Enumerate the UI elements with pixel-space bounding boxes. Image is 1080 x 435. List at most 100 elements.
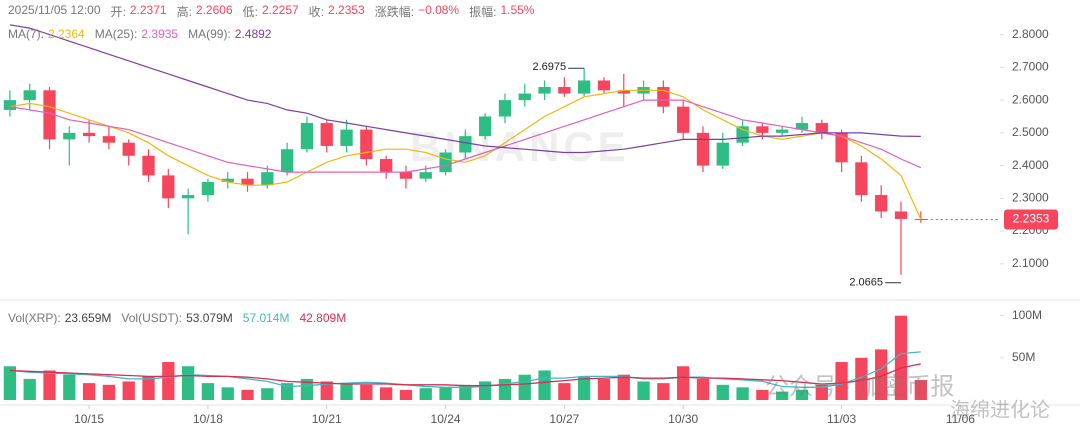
volume-value: 53.079M bbox=[186, 311, 233, 325]
volume-bar bbox=[82, 383, 96, 400]
y-tick-label: 2.5000 bbox=[1012, 125, 1049, 139]
candle-body bbox=[280, 149, 294, 173]
candle-body bbox=[261, 172, 274, 186]
volume-bar bbox=[102, 384, 116, 400]
legend-label: MA(25): bbox=[94, 27, 138, 41]
header-value: −0.08% bbox=[418, 3, 460, 17]
y-tick-label: 2.3000 bbox=[1012, 191, 1049, 205]
x-tick-label: 11/06 bbox=[946, 412, 975, 426]
legend-label: MA(99): bbox=[188, 27, 231, 41]
x-tick-label: 10/24 bbox=[431, 412, 461, 426]
volume-bar bbox=[201, 383, 215, 400]
header-label: 涨跌幅: bbox=[374, 5, 415, 19]
volume-bar bbox=[637, 381, 650, 400]
candle-body bbox=[221, 178, 234, 182]
volume-bar bbox=[617, 374, 630, 400]
candle-body bbox=[122, 142, 135, 156]
volume-bar bbox=[459, 384, 472, 400]
volume-bar bbox=[498, 378, 512, 400]
candle-body bbox=[201, 181, 215, 196]
ma-line bbox=[9, 89, 922, 220]
volume-bar bbox=[300, 378, 314, 400]
volume-bar bbox=[815, 384, 828, 400]
candle-body bbox=[578, 80, 591, 94]
volume-bar bbox=[360, 384, 373, 400]
volume-bar bbox=[3, 366, 17, 400]
candle-body bbox=[875, 195, 888, 212]
candle-body bbox=[657, 87, 670, 107]
header-label: 开: bbox=[110, 5, 126, 19]
candle-body bbox=[340, 129, 353, 146]
volume-ma-line bbox=[9, 351, 921, 388]
volume-bar bbox=[479, 381, 492, 400]
candle-body bbox=[459, 136, 472, 153]
x-tick-label: 11/03 bbox=[827, 412, 856, 426]
volume-bar bbox=[875, 349, 888, 400]
volume-bar bbox=[280, 383, 294, 400]
header-label: 高: bbox=[176, 5, 192, 19]
volume-bar bbox=[43, 370, 56, 400]
candle-body bbox=[716, 142, 729, 166]
y-tick-label: 2.4000 bbox=[1012, 158, 1049, 172]
candle-body bbox=[241, 178, 254, 186]
volume-bar bbox=[835, 362, 848, 400]
candle-body bbox=[399, 172, 413, 179]
volume-bar bbox=[320, 381, 333, 400]
candle-body bbox=[300, 123, 314, 150]
volume-label: Vol(XRP): bbox=[8, 311, 61, 325]
ma-header: MA(7): 2.2364 MA(25): 2.3935 MA(99): 2.4892 bbox=[8, 27, 277, 41]
last-price-tag bbox=[1004, 209, 1058, 230]
volume-header: Vol(XRP): 23.659M Vol(USDT): 53.079M 57.014M… bbox=[8, 311, 352, 325]
volume-bar bbox=[221, 387, 234, 400]
overlay-text: 海绵进化论 bbox=[950, 398, 1050, 421]
candle-body bbox=[558, 87, 571, 94]
x-tick-label: 10/15 bbox=[74, 412, 104, 426]
volume-ma-line bbox=[9, 363, 921, 387]
volume-value: 42.809M bbox=[299, 311, 347, 325]
header-label: 振幅: bbox=[469, 5, 497, 19]
candle-body bbox=[162, 175, 175, 199]
volume-bar bbox=[23, 378, 36, 400]
volume-label: Vol(USDT): bbox=[121, 311, 183, 325]
y-tick-label: 100M bbox=[1012, 308, 1042, 322]
y-tick-label: 2.7000 bbox=[1012, 60, 1049, 74]
volume-bar bbox=[597, 378, 611, 400]
volume-bar bbox=[162, 362, 175, 400]
volume-bar bbox=[736, 387, 749, 400]
low-annotation: 2.0665 bbox=[849, 277, 883, 289]
y-tick-label: 2.8000 bbox=[1012, 27, 1049, 41]
volume-bar bbox=[380, 387, 393, 400]
volume-bar bbox=[399, 389, 413, 400]
candle-body bbox=[82, 132, 96, 137]
header-value: 2.2257 bbox=[261, 3, 299, 17]
header-value: 2.2371 bbox=[129, 3, 167, 17]
candle-body bbox=[419, 172, 432, 179]
candle-body bbox=[181, 195, 195, 199]
candle-body bbox=[360, 129, 373, 160]
ohlc-header: 2025/11/05 12:00 开: 2.2371 高: 2.2606 低: 2.2257… bbox=[8, 3, 540, 20]
candle-body bbox=[479, 116, 492, 137]
legend-label: MA(7): bbox=[8, 27, 44, 41]
candle-body bbox=[380, 159, 393, 173]
volume-bar bbox=[696, 378, 710, 400]
datetime: 2025/11/05 12:00 bbox=[8, 3, 101, 17]
volume-bar bbox=[776, 391, 789, 400]
volume-bar bbox=[538, 370, 551, 400]
candle-body bbox=[498, 100, 512, 117]
volume-bar bbox=[578, 376, 591, 400]
candle-body bbox=[677, 106, 690, 133]
header-label: 收: bbox=[308, 5, 325, 19]
volume-bar bbox=[518, 374, 531, 400]
candle-body bbox=[756, 126, 769, 133]
volume-bar bbox=[657, 383, 670, 400]
volume-bar bbox=[122, 381, 135, 400]
candle-body bbox=[696, 132, 710, 166]
candle-body bbox=[439, 152, 452, 173]
y-tick-label: 2.1000 bbox=[1012, 256, 1049, 270]
candle-body bbox=[597, 80, 611, 91]
candle-body bbox=[736, 126, 749, 143]
volume-value: 23.659M bbox=[64, 311, 112, 325]
volume-bar bbox=[855, 357, 868, 400]
header-value: 1.55% bbox=[500, 3, 535, 17]
